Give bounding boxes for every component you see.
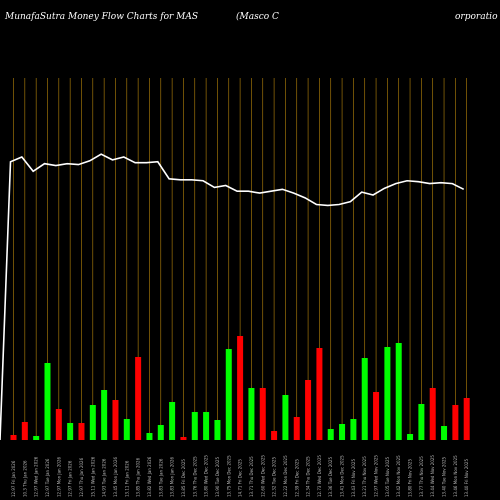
x-tick-label: 12.97 Fri Jan 2026	[11, 460, 16, 497]
volume-bar	[384, 347, 391, 440]
x-tick-label: 14.93 Tue Jan 2026	[102, 458, 107, 497]
volume-bar	[123, 419, 130, 440]
volume-bar	[282, 395, 289, 440]
x-tick-label: 13.80 Fri Nov 2025	[408, 459, 413, 497]
volume-bar	[463, 398, 470, 440]
volume-bar	[293, 417, 300, 440]
x-tick-label: 13.45 Mon Jan 2026	[113, 457, 118, 498]
chart-title-company: (Masco C	[236, 12, 279, 22]
x-tick-label: 13.11 Fri Jan 2026	[124, 460, 129, 497]
volume-bar	[101, 390, 108, 440]
volume-bar	[112, 400, 119, 440]
volume-bar	[33, 436, 40, 440]
x-tick-label: 13.76 Thu Dec 2025	[192, 456, 197, 497]
volume-bar	[203, 412, 210, 440]
x-tick-label: 12.60 Wed Dec 2025	[260, 455, 265, 497]
volume-bar	[135, 357, 142, 440]
volume-bar	[441, 426, 448, 440]
x-tick-label: 12.97 Wed Nov 2025	[374, 455, 379, 497]
grid-lines	[13, 78, 468, 440]
volume-bar	[10, 435, 17, 440]
x-tick-label: 13.77 Thu Nov 2025	[419, 456, 424, 497]
volume-bar	[191, 412, 198, 440]
x-tick-label: 13.36 Tue Dec 2025	[328, 457, 333, 497]
x-tick-label: 13.85 Thu Jan 2026	[136, 457, 141, 497]
x-tick-label: 12.22 Mon Dec 2025	[283, 455, 288, 497]
volume-bar	[350, 419, 357, 440]
volume-bar	[180, 437, 187, 440]
volume-bar	[316, 348, 323, 440]
x-tick-label: 13.90 Tue Dec 2025	[215, 457, 220, 497]
x-tick-label: 12.32 Tue Dec 2025	[272, 457, 277, 497]
volume-bar	[407, 434, 414, 440]
x-tick-label: 13.44 Wed Nov 2025	[430, 455, 435, 497]
volume-bar	[67, 423, 74, 440]
volume-bar	[21, 422, 28, 440]
volume-bar	[361, 358, 368, 440]
x-tick-label: 15.11 Wed Jan 2026	[90, 456, 95, 497]
volume-bar	[271, 431, 278, 440]
volume-bar	[89, 405, 96, 440]
chart-title: MunafaSutra Money Flow Charts for MAS	[5, 12, 199, 22]
x-tick-label: 13.21 Thu Nov 2025	[362, 456, 367, 497]
volume-bar	[214, 420, 221, 440]
x-tick-label: 12.73 Wed Dec 2025	[317, 455, 322, 497]
x-tick-label: 10.3 Thu Jan 2026	[22, 460, 27, 497]
volume-bar	[327, 429, 334, 440]
x-tick-label: 13.42 Mon Nov 2025	[396, 455, 401, 497]
x-tick-label: 13.46 Mon Nov 2025	[453, 455, 458, 497]
volume-bar	[429, 388, 436, 440]
x-tick-label: 13.41 Mon Dec 2025	[340, 455, 345, 497]
volume-bar	[78, 423, 85, 440]
chart-title-company-cont: orporatio	[455, 12, 498, 22]
x-tick-label: 13.05 Tue Nov 2025	[385, 456, 390, 497]
volume-bar	[55, 409, 62, 440]
x-tick-label: 12.97 Thu Jan 2026	[79, 457, 84, 497]
volume-bar	[418, 404, 425, 440]
volume-bar	[339, 424, 346, 440]
x-tick-label: 12.39 Fri Dec 2025	[294, 459, 299, 497]
x-tick-label: 12.97 Fri Jan 2026	[68, 460, 73, 497]
volume-bars	[10, 336, 470, 440]
volume-bar	[146, 433, 153, 440]
volume-bar	[373, 392, 380, 440]
money-flow-series-line	[0, 153, 465, 441]
volume-bar	[305, 380, 312, 440]
x-tick-label: 14.71 Fri Dec 2025	[238, 459, 243, 497]
money-flow-line	[0, 153, 465, 441]
x-tick-label: 12.34 Thu Dec 2025	[306, 456, 311, 497]
volume-bar	[237, 336, 244, 440]
volume-bar	[248, 388, 255, 440]
x-tick-label: 13.75 Mon Dec 2025	[226, 455, 231, 497]
volume-bar	[157, 425, 164, 440]
x-tick-label: 13.40 Fri Nov 2025	[464, 459, 469, 497]
x-axis-tick-labels: 12.97 Fri Jan 2026 10.3 Thu Jan 2026 12.97…	[11, 455, 469, 497]
x-tick-label: 13.43 Fri Nov 2025	[351, 459, 356, 497]
x-tick-label: 12.97 Wed Jan 2026	[34, 456, 39, 497]
x-tick-label: 13.85 Fri Dec 2025	[181, 459, 186, 497]
x-tick-label: 13.80 Wed Dec 2025	[204, 455, 209, 497]
x-tick-label: 13.40 Tue Nov 2025	[442, 456, 447, 497]
volume-bar	[225, 349, 232, 440]
x-tick-label: 12.97 Tue Jan 2026	[45, 458, 50, 497]
x-tick-label: 13.82 Wed Jan 2026	[147, 456, 152, 497]
x-tick-label: 13.71 Thu Dec 2025	[249, 456, 254, 497]
volume-bar	[44, 363, 51, 440]
volume-bar	[169, 402, 176, 440]
x-tick-label: 13.83 Tue Jan 2026	[158, 458, 163, 497]
volume-bar	[259, 388, 266, 440]
volume-bar	[395, 343, 402, 440]
x-tick-label: 12.97 Mon Jan 2026	[56, 457, 61, 498]
x-tick-label: 13.83 Mon Jan 2026	[170, 457, 175, 498]
volume-bar	[452, 405, 459, 440]
